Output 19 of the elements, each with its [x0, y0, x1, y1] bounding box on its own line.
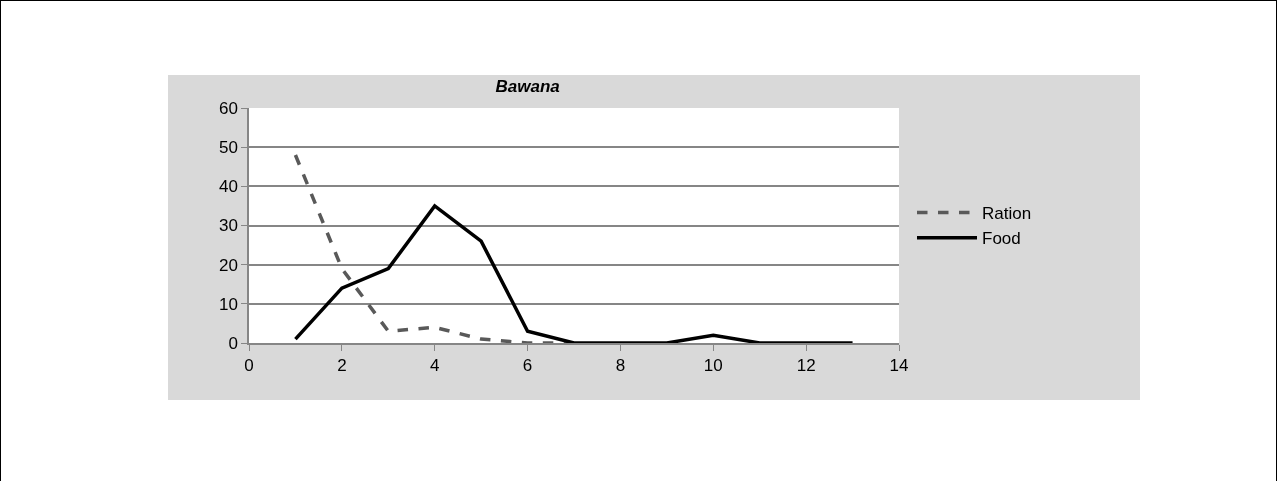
y-tick-label: 30: [218, 216, 238, 236]
legend-label: Ration: [982, 204, 1032, 224]
y-tick-label: 20: [218, 255, 238, 275]
y-tick-label: 40: [218, 177, 238, 197]
y-tick-label: 10: [218, 294, 238, 314]
y-tick-label: 60: [218, 98, 238, 118]
x-tick-label: 12: [796, 356, 816, 376]
x-tick-label: 8: [615, 356, 626, 376]
y-tick-label: 0: [228, 333, 238, 353]
x-tick-label: 6: [522, 356, 533, 376]
legend-label: Food: [982, 229, 1021, 249]
x-tick-label: 0: [244, 356, 254, 376]
x-tick-label: 14: [889, 356, 909, 376]
y-tick-label: 50: [218, 138, 238, 158]
x-tick-label: 10: [703, 356, 723, 376]
chart-title: Bawana: [495, 76, 560, 96]
x-tick-label: 2: [337, 356, 347, 376]
line-series: [293, 204, 855, 343]
x-tick-label: 4: [429, 356, 440, 376]
